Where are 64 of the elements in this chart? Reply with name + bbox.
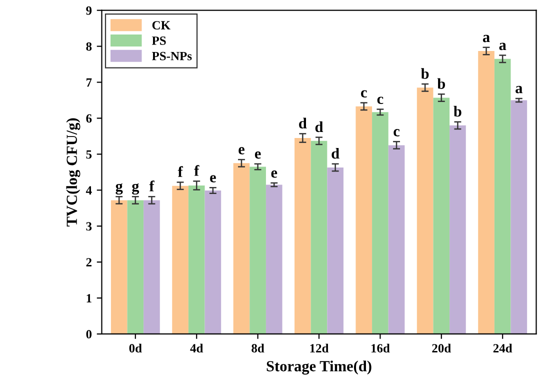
x-tick-label: 8d (252, 344, 264, 352)
data-label: c (377, 96, 384, 104)
data-label: g (116, 183, 123, 195)
bar (450, 125, 466, 334)
data-label: f (194, 165, 200, 176)
y-tick-label: 3 (86, 222, 92, 231)
bar (266, 184, 282, 334)
bar (233, 163, 250, 334)
data-label: f (149, 180, 154, 192)
legend-label: PS-NPs (152, 52, 192, 60)
x-tick-label: 12d (310, 344, 329, 352)
data-label: c (394, 129, 400, 136)
data-label: d (332, 148, 340, 159)
x-axis-title: Storage Time(d) (266, 360, 372, 375)
bar (356, 106, 372, 334)
data-label: g (132, 183, 140, 195)
data-label: f (178, 166, 183, 177)
data-label: e (238, 147, 244, 154)
x-tick-label: 16d (371, 344, 390, 352)
data-label: a (499, 42, 506, 50)
y-tick-label: 4 (86, 186, 92, 194)
bar (294, 138, 311, 334)
data-label: e (254, 151, 261, 159)
bar (510, 100, 528, 334)
bar (310, 140, 328, 334)
y-tick-label: 2 (86, 258, 92, 266)
bar (433, 98, 450, 334)
bar (250, 166, 266, 334)
bar (204, 190, 222, 334)
bar (494, 58, 511, 334)
bar (188, 185, 205, 334)
x-tick-label: 4d (190, 344, 204, 352)
x-tick-label: 0d (129, 344, 142, 352)
y-tick-label: 6 (86, 114, 92, 123)
y-tick-label: 7 (86, 78, 92, 87)
x-tick-label: 20d (432, 344, 451, 352)
legend-label: PS (152, 36, 166, 45)
y-tick-label: 9 (86, 6, 92, 15)
data-label: d (299, 118, 307, 128)
y-tick-label: 5 (86, 150, 92, 159)
bar (127, 200, 144, 334)
bar (144, 200, 160, 334)
y-axis-title: TVC(log CFU/g) (66, 118, 80, 226)
bar (416, 88, 434, 334)
y-tick-label: 0 (86, 330, 92, 338)
y-tick-label: 1 (86, 294, 92, 302)
data-label: b (421, 68, 429, 79)
bar (372, 112, 388, 334)
data-label: a (482, 34, 490, 42)
x-tick-label: 24d (493, 344, 512, 352)
data-label: c (361, 90, 367, 98)
data-label: b (454, 106, 462, 117)
bar (327, 167, 344, 334)
bar (110, 200, 128, 334)
y-tick-label: 8 (86, 42, 92, 51)
bar (172, 186, 188, 334)
bar (478, 50, 494, 334)
bar (388, 145, 405, 334)
data-label: e (210, 175, 216, 182)
data-label: a (516, 86, 522, 94)
data-label: d (315, 121, 324, 132)
data-label: e (271, 170, 278, 178)
data-label: b (437, 78, 446, 89)
legend-label: CK (152, 21, 170, 30)
